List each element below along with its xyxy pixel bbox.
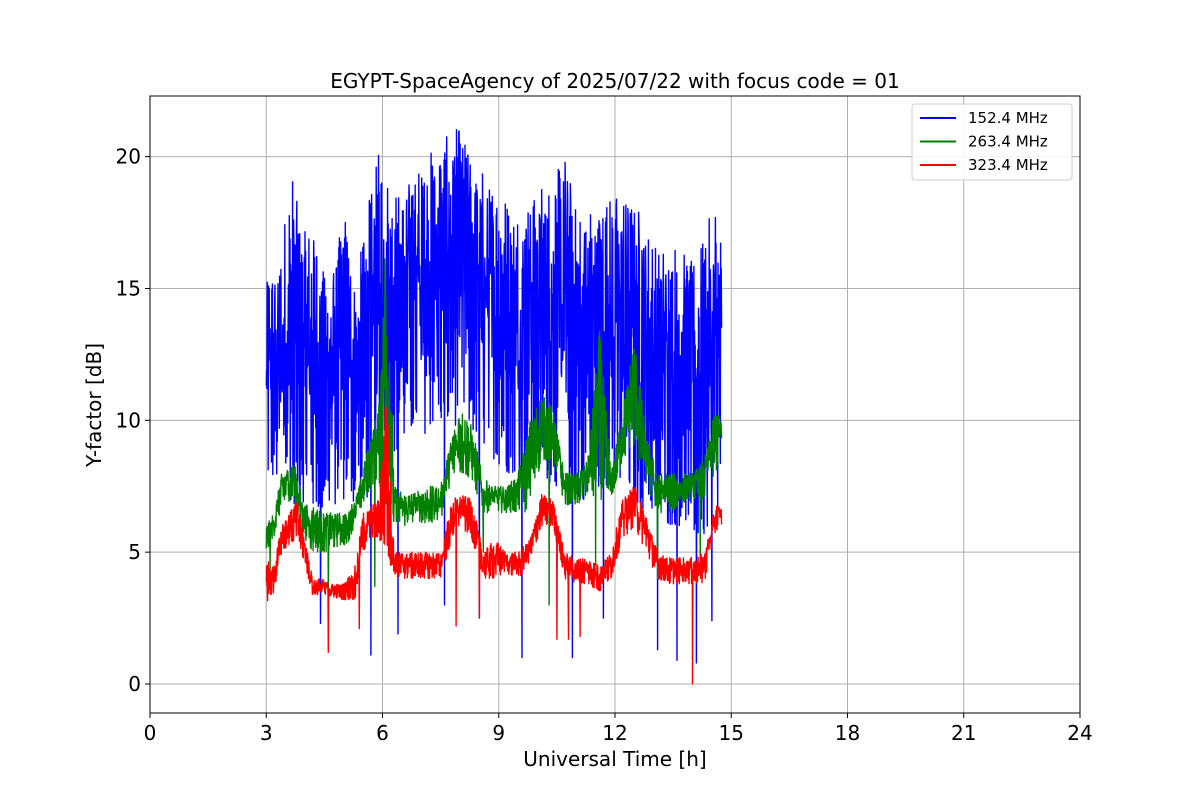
tick-layer: 0 3 6 9 12 15 18 21 24 0 5 10 15 20 bbox=[116, 145, 1093, 745]
y-tick-label: 15 bbox=[116, 276, 141, 300]
series-line-0 bbox=[265, 129, 723, 664]
y-tick-label: 20 bbox=[116, 145, 141, 169]
series-0-trace bbox=[265, 129, 723, 664]
legend-label-0: 152.4 MHz bbox=[968, 109, 1048, 127]
series-1-trace bbox=[265, 258, 723, 606]
x-tick-label: 0 bbox=[144, 721, 157, 745]
y-tick-label: 10 bbox=[116, 408, 141, 432]
x-tick-label: 15 bbox=[719, 721, 744, 745]
series-line-1 bbox=[265, 258, 723, 606]
x-tick-label: 12 bbox=[602, 721, 627, 745]
x-tick-label: 21 bbox=[951, 721, 976, 745]
series-line-2 bbox=[265, 406, 723, 685]
y-tick-label: 0 bbox=[128, 672, 141, 696]
y-tick-label: 5 bbox=[128, 540, 141, 564]
x-tick-label: 24 bbox=[1067, 721, 1092, 745]
x-tick-label: 3 bbox=[260, 721, 273, 745]
legend-label-2: 323.4 MHz bbox=[968, 156, 1048, 174]
chart-title: EGYPT-SpaceAgency of 2025/07/22 with foc… bbox=[330, 69, 899, 93]
legend-box bbox=[911, 103, 1073, 181]
series-layer bbox=[265, 129, 723, 685]
legend-label-1: 263.4 MHz bbox=[968, 133, 1048, 151]
x-axis-label: Universal Time [h] bbox=[523, 747, 706, 771]
series-2-trace bbox=[265, 406, 723, 685]
legend: 152.4 MHz 263.4 MHz 323.4 MHz bbox=[911, 103, 1073, 181]
x-tick-label: 6 bbox=[376, 721, 389, 745]
x-tick-label: 9 bbox=[492, 721, 505, 745]
x-tick-label: 18 bbox=[835, 721, 860, 745]
y-axis-label: Y-factor [dB] bbox=[82, 343, 106, 468]
